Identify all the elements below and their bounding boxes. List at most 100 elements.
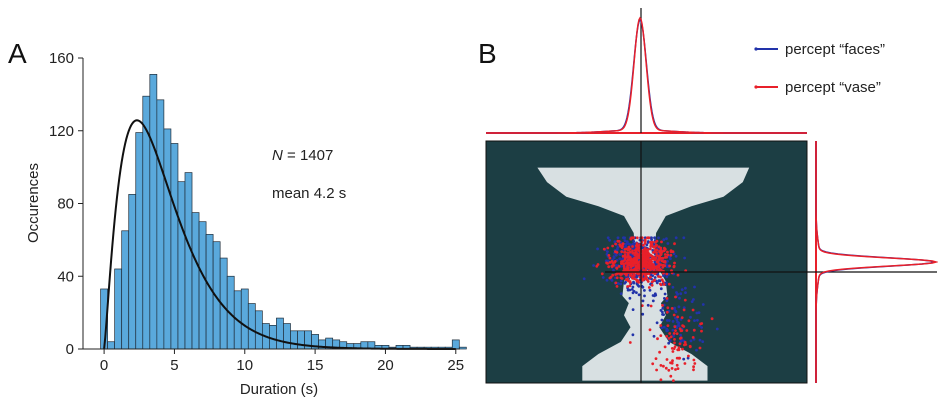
gaze-point [632,281,636,285]
histogram-bar [135,132,144,350]
gaze-point [612,256,616,260]
gaze-point [662,364,665,368]
histogram-bar [276,317,284,350]
gaze-point [638,266,642,270]
gaze-point [651,265,655,269]
gaze-point [600,272,604,276]
gaze-point [637,246,641,250]
gaze-point [658,250,662,254]
gaze-point [606,236,610,240]
gaze-point [662,283,666,286]
gaze-point [665,237,668,241]
top-marginal-faces [486,18,807,134]
x-tick-label: 20 [377,357,394,374]
gaze-point [663,253,667,256]
gaze-point [641,249,645,253]
perception-scatter: percept “faces” percept “vase” [485,8,938,384]
gaze-point [679,333,682,337]
gaze-point [630,288,634,291]
gaze-point [682,357,686,361]
gaze-point [681,347,684,351]
gaze-point [666,324,670,327]
gaze-point [649,243,653,246]
gaze-point [627,246,631,249]
histogram-bar [191,212,200,350]
gaze-point [662,274,665,278]
gaze-point [668,264,671,268]
gaze-point [659,283,663,287]
gaze-point [667,341,671,345]
gaze-point [670,269,673,272]
gaze-point [631,308,635,311]
gaze-point [646,303,650,307]
gaze-point [683,340,687,344]
gaze-point [676,273,680,277]
gaze-point [665,265,669,268]
gaze-point [673,307,676,311]
gaze-point [691,336,695,339]
gaze-point [673,261,676,265]
y-axis-label: Occurences [25,163,42,243]
gaze-point [671,320,675,323]
gaze-point [635,255,639,259]
histogram-bar [128,194,137,350]
gaze-point [679,339,683,343]
gaze-point [628,280,632,283]
gaze-point [652,245,656,249]
gaze-point [650,262,653,266]
gaze-point [685,329,689,332]
gaze-point [659,253,663,256]
gaze-point [675,356,679,360]
gaze-point [649,268,652,272]
gaze-point [628,341,632,344]
histogram-bar [451,339,460,350]
gaze-point [648,288,652,292]
gaze-point [659,378,663,382]
gaze-point [667,337,671,340]
gaze-point [605,278,609,282]
gaze-point [648,254,652,258]
gaze-point [660,318,664,322]
gaze-point [654,240,658,244]
gaze-point [660,278,664,282]
gaze-point [644,251,648,255]
gaze-point [662,260,666,264]
gaze-point [664,366,668,370]
gaze-point [654,293,658,297]
gaze-point [665,297,669,300]
gaze-point [655,267,658,270]
gaze-point [715,327,719,331]
gaze-point [655,368,658,372]
gaze-point [666,306,670,310]
gaze-point [673,338,676,341]
gaze-point [692,358,696,362]
gaze-point [602,247,606,251]
gaze-point [651,362,655,366]
gaze-point [674,368,677,371]
gaze-point [631,262,634,266]
gaze-point [621,244,624,248]
gaze-point [666,253,670,257]
gaze-point [677,323,680,327]
gaze-point [623,256,627,259]
gaze-point [616,239,620,243]
gaze-point [628,255,632,259]
gaze-point [631,291,635,295]
gaze-point [643,241,647,245]
gaze-point [627,261,631,265]
gaze-point [608,238,611,242]
gaze-point [653,236,657,240]
histogram-bar [198,221,207,350]
gaze-point [614,253,618,257]
gaze-point [692,368,695,372]
x-tick-label: 25 [447,357,464,374]
gaze-point [658,350,661,354]
gaze-point [649,236,653,240]
gaze-point [643,238,647,242]
gaze-point [612,269,615,272]
gaze-point [684,286,687,290]
gaze-point [623,272,627,276]
gaze-point [686,356,690,360]
gaze-point [683,298,687,302]
